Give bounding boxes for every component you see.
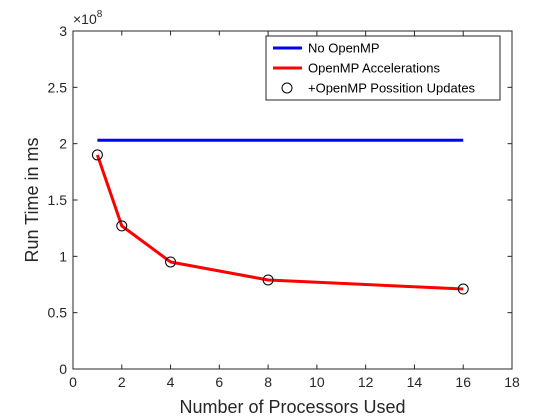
series-1 — [95, 154, 464, 291]
x-tick-label: 2 — [118, 374, 126, 390]
y-tick-label: 1 — [59, 248, 67, 264]
x-tick-label: 14 — [407, 374, 423, 390]
y-axis-exponent: ×108 — [73, 9, 103, 27]
x-tick-label: 4 — [167, 374, 175, 390]
y-tick-label: 1.5 — [48, 192, 68, 208]
data-point — [116, 220, 128, 232]
data-point — [165, 256, 177, 268]
x-tick-label: 12 — [358, 374, 374, 390]
series-2 — [91, 149, 469, 295]
y-tick-label: 2.5 — [48, 79, 68, 95]
series-layer — [91, 138, 469, 295]
data-point — [457, 283, 469, 295]
series-line-1 — [95, 154, 464, 291]
y-tick-label: 0.5 — [48, 305, 68, 321]
x-tick-label: 16 — [455, 374, 471, 390]
data-point — [262, 274, 274, 286]
data-point — [91, 149, 103, 161]
y-tick-label: 3 — [59, 23, 67, 39]
legend-box — [265, 35, 501, 101]
legend-entry-label: No OpenMP — [308, 41, 380, 56]
legend-entry-label: +OpenMP Possition Updates — [308, 81, 476, 96]
x-tick-label: 6 — [215, 374, 223, 390]
y-axis-label: Run Time in ms — [22, 137, 42, 262]
legend-entry-label: OpenMP Accelerations — [308, 61, 440, 76]
x-tick-label: 8 — [264, 374, 272, 390]
y-tick-label: 0 — [59, 361, 67, 377]
x-tick-label: 18 — [504, 374, 520, 390]
legend: No OpenMP OpenMP Accelerations +OpenMP Pos… — [265, 35, 501, 101]
ticks-layer: 0 2 4 6 8 10 12 14 16 18 0 0.5 1 1.5 2 2.5 3 — [48, 23, 520, 390]
y-tick-label: 2 — [59, 136, 67, 152]
y-exponent-power: 8 — [97, 9, 103, 20]
x-tick-label: 10 — [309, 374, 325, 390]
x-axis-label: Number of Processors Used — [179, 397, 405, 417]
legend-marker-swatch — [281, 82, 293, 94]
y-exponent-base: ×10 — [73, 11, 97, 27]
x-tick-label: 0 — [69, 374, 77, 390]
